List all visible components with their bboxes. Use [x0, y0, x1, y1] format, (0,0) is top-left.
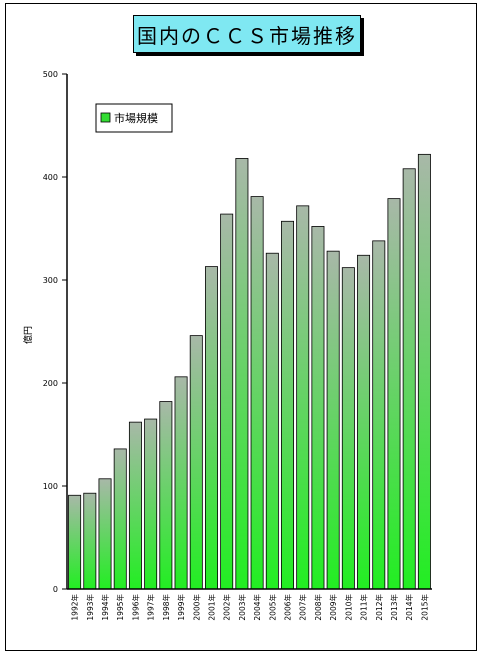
bar — [417, 153, 431, 590]
bar — [281, 220, 295, 590]
bar — [372, 240, 386, 590]
legend-swatch — [100, 112, 111, 123]
y-tick-label: 500 — [43, 70, 58, 79]
x-tick-label: 2011年 — [359, 594, 369, 621]
x-tick-label: 1996年 — [130, 594, 140, 621]
x-tick-label: 2003年 — [237, 594, 247, 621]
x-tick-label: 2001年 — [206, 594, 216, 621]
bar — [296, 205, 310, 590]
x-tick-label: 2008年 — [313, 594, 323, 621]
x-tick-label: 1999年 — [176, 594, 186, 621]
bar — [159, 401, 173, 590]
x-tick-label: 2002年 — [222, 594, 232, 621]
bar — [265, 252, 279, 590]
y-tick-label: 0 — [53, 585, 58, 594]
bar — [235, 158, 249, 590]
x-tick-label: 2004年 — [252, 594, 262, 621]
bar — [357, 254, 371, 590]
bar — [402, 168, 416, 590]
bar — [189, 335, 203, 590]
bar — [113, 448, 127, 590]
bar — [311, 226, 325, 590]
x-tick-label: 1993年 — [85, 594, 95, 621]
x-tick-label: 2015年 — [419, 594, 429, 621]
y-tick-label: 400 — [43, 173, 58, 182]
bar — [204, 266, 218, 590]
x-tick-label: 2005年 — [267, 594, 277, 621]
x-tick-label: 1997年 — [146, 594, 156, 621]
x-tick-label: 1995年 — [115, 594, 125, 621]
x-tick-label: 2000年 — [191, 594, 201, 621]
x-tick-label: 2013年 — [389, 594, 399, 621]
bar — [144, 418, 158, 590]
bar — [128, 421, 142, 590]
y-axis-label: 億円 — [22, 326, 34, 344]
bar — [220, 213, 234, 590]
bar — [174, 376, 188, 590]
x-tick-label: 2006年 — [283, 594, 293, 621]
y-tick-label: 100 — [43, 482, 58, 491]
x-tick-label: 1998年 — [161, 594, 171, 621]
legend: 市場規模 — [95, 103, 173, 133]
bar — [98, 478, 112, 590]
y-tick-label: 200 — [43, 379, 58, 388]
x-tick-label: 2007年 — [298, 594, 308, 621]
legend-label: 市場規模 — [114, 111, 158, 125]
bar — [83, 492, 97, 590]
bar — [341, 267, 355, 590]
bars — [68, 153, 431, 590]
bar — [250, 196, 264, 590]
x-tick-label: 1992年 — [70, 594, 80, 621]
x-tick-label: 2010年 — [343, 594, 353, 621]
y-tick-label: 300 — [43, 276, 58, 285]
y-axis-ticks: 0 100 200 300 400 500 — [43, 70, 67, 594]
bar — [68, 494, 82, 590]
bar — [326, 250, 340, 590]
x-axis-ticks: 1992年 1993年 1994年 1995年 1996年 1997年 1998年 1999年… — [70, 594, 430, 621]
chart-title: 国内のＣＣＳ市場推移 — [133, 15, 361, 53]
bar — [387, 198, 401, 590]
x-tick-label: 2012年 — [374, 594, 384, 621]
x-tick-label: 1994年 — [100, 594, 110, 621]
x-tick-label: 2014年 — [404, 594, 414, 621]
x-tick-label: 2009年 — [328, 594, 338, 621]
